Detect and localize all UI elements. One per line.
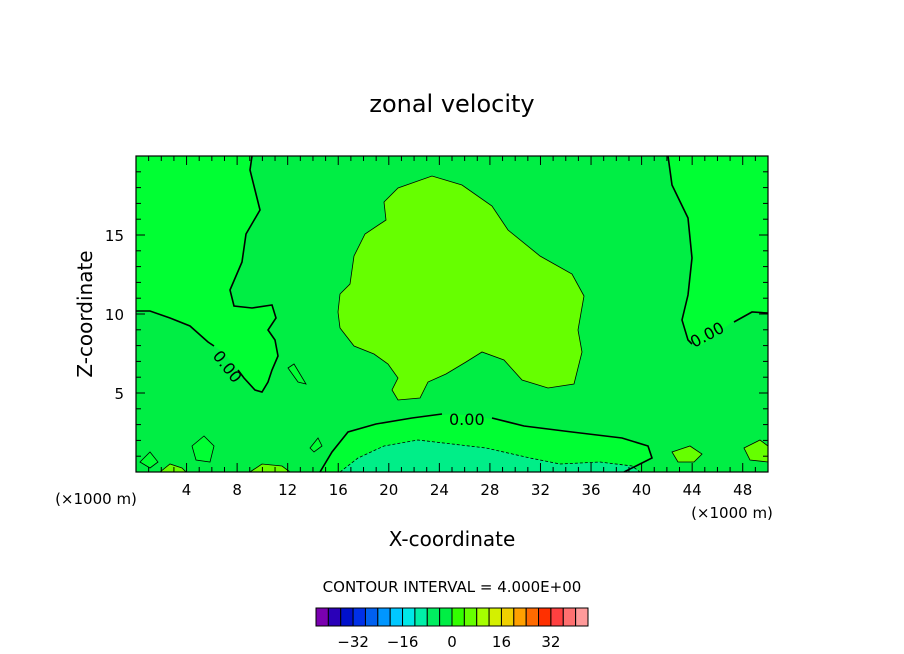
bottom-core-region [339,439,641,472]
colorbar-swatch [550,607,564,627]
colorbar-swatch [364,607,379,627]
colorbar-swatch [488,607,502,627]
x-tick-label: 40 [632,481,651,499]
x-tick-label: 8 [232,481,242,499]
colorbar-swatch [513,607,527,627]
x-axis-label: X-coordinate [389,527,516,551]
x-tick-label: 48 [733,481,752,499]
x-tick-label: 12 [278,481,297,499]
colorbar-swatch [562,607,577,627]
colorbar-swatch [377,607,391,627]
colorbar-swatch [439,607,453,627]
small-patch [309,437,323,453]
y-axis-label: Z-coordinate [73,250,97,377]
colorbar-swatch [426,607,441,627]
colorbar-swatch [575,607,589,627]
colorbar-tick-label: 32 [541,633,560,651]
x-unit-left: (×1000 m) [55,490,137,508]
small-patch [159,463,187,472]
x-unit-right: (×1000 m) [691,504,773,522]
colorbar-swatch [525,607,540,627]
colorbar-swatch [538,607,552,627]
zero-contour-right [667,156,768,345]
small-patch [743,439,768,463]
colorbar-swatch [389,607,404,627]
colorbar-swatch [327,607,342,627]
colorbar-tick-label: 16 [492,633,511,651]
colorbar-swatch [451,607,465,627]
y-tick-label: 15 [105,227,124,245]
colorbar-swatch [414,607,428,627]
zero-contour-bottom [319,413,653,472]
colorbar-tick-label: −32 [337,633,369,651]
colorbar-swatch [315,607,329,627]
x-tick-label: 36 [581,481,600,499]
colorbar-swatch [340,607,354,627]
small-patch [139,451,159,469]
x-tick-label: 20 [379,481,398,499]
x-tick-label: 4 [182,481,192,499]
small-patch [287,363,307,385]
x-tick-label: 32 [531,481,550,499]
colorbar-swatch [500,607,515,627]
left-region [136,156,278,392]
colorbar-swatch [402,607,416,627]
contour-label: 0.00 [449,410,485,429]
x-tick-label: 44 [683,481,702,499]
zero-contour-left [136,156,279,393]
small-patch [249,463,291,472]
x-tick-label: 16 [329,481,348,499]
colorbar: −32 −16 0 16 32 [315,607,589,651]
chart-title: zonal velocity [369,90,534,118]
plot-area: 0.00 0.00 0.00 [136,156,768,472]
colorbar-swatch [352,607,366,627]
center-core-region [337,175,585,401]
colorbar-swatch [463,607,478,627]
x-tick-label: 28 [480,481,499,499]
y-tick-label: 10 [105,306,124,324]
right-region [668,156,768,345]
small-patch [191,435,215,463]
contour-interval-text: CONTOUR INTERVAL = 4.000E+00 [323,578,582,596]
x-tick-label: 24 [430,481,449,499]
y-tick-label: 5 [114,385,124,403]
colorbar-tick-label: −16 [387,633,419,651]
small-patch [671,445,703,463]
colorbar-tick-label: 0 [447,633,457,651]
colorbar-swatch [476,607,490,627]
